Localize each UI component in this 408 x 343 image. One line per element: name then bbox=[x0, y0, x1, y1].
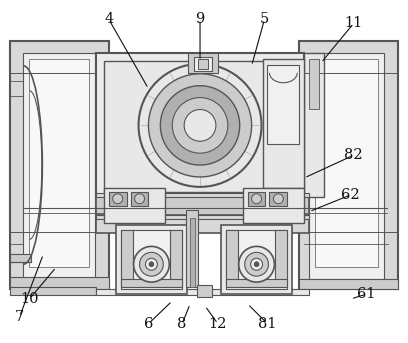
Bar bbox=[24, 53, 95, 279]
Bar bbox=[269, 192, 287, 206]
Bar bbox=[116, 225, 187, 294]
Bar bbox=[96, 289, 309, 295]
Bar bbox=[315, 59, 377, 267]
Bar bbox=[104, 61, 296, 192]
Bar bbox=[104, 188, 165, 223]
Circle shape bbox=[146, 258, 157, 270]
Bar bbox=[226, 229, 287, 289]
Text: 8: 8 bbox=[177, 317, 187, 331]
Bar bbox=[29, 59, 89, 267]
Circle shape bbox=[254, 262, 259, 267]
Text: 11: 11 bbox=[345, 16, 363, 30]
Bar bbox=[96, 195, 309, 215]
Text: 12: 12 bbox=[209, 317, 227, 331]
Bar bbox=[262, 59, 304, 188]
Circle shape bbox=[133, 246, 169, 282]
Bar bbox=[188, 53, 218, 73]
Bar bbox=[170, 229, 182, 284]
Circle shape bbox=[239, 246, 275, 282]
Circle shape bbox=[149, 262, 154, 267]
Bar bbox=[304, 53, 324, 197]
Bar bbox=[198, 59, 208, 69]
Bar bbox=[9, 287, 96, 295]
Text: 9: 9 bbox=[195, 12, 205, 26]
Bar bbox=[131, 192, 149, 206]
Bar bbox=[248, 192, 266, 206]
Text: 82: 82 bbox=[344, 148, 363, 162]
Text: 81: 81 bbox=[258, 317, 277, 331]
Circle shape bbox=[135, 194, 144, 204]
Circle shape bbox=[113, 194, 123, 204]
Bar bbox=[190, 217, 195, 287]
Bar bbox=[299, 279, 399, 289]
Bar bbox=[197, 285, 212, 297]
Text: 61: 61 bbox=[357, 287, 376, 301]
Circle shape bbox=[172, 98, 228, 153]
Circle shape bbox=[251, 258, 262, 270]
Text: 10: 10 bbox=[20, 292, 39, 306]
Circle shape bbox=[139, 64, 262, 187]
Circle shape bbox=[184, 109, 216, 141]
Bar bbox=[194, 57, 212, 71]
Circle shape bbox=[160, 86, 240, 165]
Circle shape bbox=[149, 74, 252, 177]
Bar bbox=[96, 53, 304, 200]
Circle shape bbox=[140, 252, 163, 276]
Bar bbox=[186, 210, 198, 287]
Text: 5: 5 bbox=[260, 12, 269, 26]
Bar bbox=[9, 254, 31, 262]
Bar bbox=[243, 188, 304, 223]
Text: 62: 62 bbox=[341, 188, 360, 202]
Circle shape bbox=[245, 252, 268, 276]
Bar bbox=[309, 59, 319, 108]
Bar bbox=[96, 193, 309, 197]
Circle shape bbox=[252, 194, 262, 204]
Bar bbox=[268, 65, 299, 144]
Bar bbox=[309, 53, 384, 279]
Bar bbox=[96, 215, 309, 218]
Text: 6: 6 bbox=[144, 317, 153, 331]
Bar bbox=[226, 279, 287, 287]
Bar bbox=[9, 277, 109, 289]
Text: 7: 7 bbox=[15, 310, 24, 324]
Bar bbox=[121, 229, 182, 289]
Bar bbox=[226, 229, 238, 284]
Bar bbox=[275, 229, 287, 284]
Bar bbox=[9, 41, 109, 289]
Bar bbox=[96, 217, 309, 233]
Bar bbox=[109, 192, 126, 206]
Bar bbox=[121, 279, 182, 287]
Bar bbox=[121, 229, 133, 284]
Text: 4: 4 bbox=[104, 12, 113, 26]
Bar bbox=[221, 225, 292, 294]
Circle shape bbox=[273, 194, 283, 204]
Bar bbox=[299, 41, 399, 289]
